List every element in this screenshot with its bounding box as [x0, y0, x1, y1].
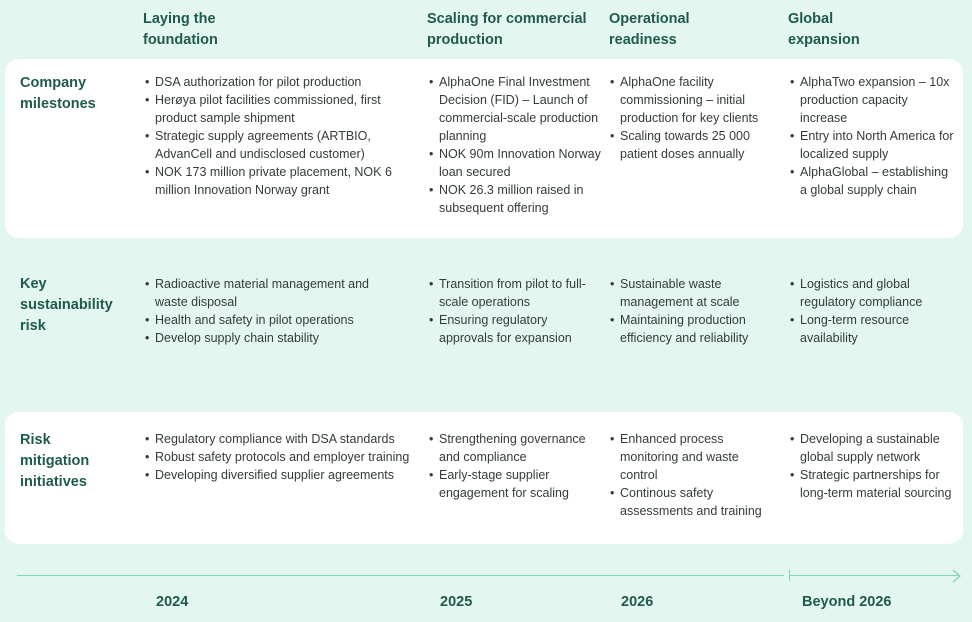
list-item: NOK 26.3 million raised in subsequent of… — [426, 181, 601, 217]
column-header-operational: Operational readiness — [609, 11, 690, 48]
list-item: Radioactive material management and wast… — [142, 275, 402, 311]
list-item: AlphaOne facility commissioning – initia… — [607, 73, 782, 127]
timeline-line-beyond — [790, 575, 960, 576]
list-item: NOK 173 million private placement, NOK 6… — [142, 163, 417, 199]
list-item: Developing a sustainable global supply n… — [787, 430, 952, 466]
list-item: Sustainable waste management at scale — [607, 275, 777, 311]
cell-mitigation-2025: Strengthening governance and compliance … — [426, 430, 601, 502]
cell-milestones-2024: DSA authorization for pilot production H… — [142, 73, 417, 199]
list-item: Strengthening governance and compliance — [426, 430, 601, 466]
list-item: Scaling towards 25 000 patient doses ann… — [607, 127, 782, 163]
row-label-key-sustainability-risk: Key sustainability risk — [20, 276, 113, 334]
cell-mitigation-2026: Enhanced process monitoring and waste co… — [607, 430, 779, 520]
cell-milestones-2025: AlphaOne Final Investment Decision (FID)… — [426, 73, 601, 217]
column-header-scaling: Scaling for commercial production — [427, 11, 587, 48]
cell-risk-2026: Sustainable waste management at scale Ma… — [607, 275, 777, 347]
year-label-2025: 2025 — [440, 594, 473, 610]
column-header-foundation: Laying the foundation — [143, 11, 218, 48]
row-label-company-milestones: Company milestones — [20, 75, 96, 112]
list-item: Ensuring regulatory approvals for expans… — [426, 311, 596, 347]
timeline-line-main — [17, 575, 784, 576]
timeline-divider — [789, 570, 790, 581]
list-item: Robust safety protocols and employer tra… — [142, 448, 417, 466]
cell-mitigation-beyond-2026: Developing a sustainable global supply n… — [787, 430, 952, 502]
list-item: NOK 90m Innovation Norway loan secured — [426, 145, 601, 181]
arrow-right-icon — [952, 569, 961, 583]
cell-milestones-beyond-2026: AlphaTwo expansion – 10x production capa… — [787, 73, 957, 199]
year-label-beyond-2026: Beyond 2026 — [802, 594, 892, 610]
list-item: AlphaTwo expansion – 10x production capa… — [787, 73, 957, 127]
list-item: Health and safety in pilot operations — [142, 311, 402, 329]
row-label-risk-mitigation-initiatives: Risk mitigation initiatives — [20, 432, 90, 490]
list-item: Entry into North America for localized s… — [787, 127, 957, 163]
year-label-2026: 2026 — [621, 594, 654, 610]
list-item: Strategic partnerships for long-term mat… — [787, 466, 952, 502]
column-header-global: Global expansion — [788, 11, 860, 48]
cell-risk-2024: Radioactive material management and wast… — [142, 275, 402, 347]
cell-mitigation-2024: Regulatory compliance with DSA standards… — [142, 430, 417, 484]
list-item: Strategic supply agreements (ARTBIO, Adv… — [142, 127, 417, 163]
list-item: Continous safety assessments and trainin… — [607, 484, 779, 520]
list-item: DSA authorization for pilot production — [142, 73, 417, 91]
list-item: AlphaGlobal – establishing a global supp… — [787, 163, 957, 199]
list-item: Enhanced process monitoring and waste co… — [607, 430, 779, 484]
list-item: Herøya pilot facilities commissioned, fi… — [142, 91, 417, 127]
cell-milestones-2026: AlphaOne facility commissioning – initia… — [607, 73, 782, 163]
row-risk-mitigation-initiatives: Risk mitigation initiatives Regulatory c… — [5, 412, 963, 544]
row-company-milestones: Company milestones DSA authorization for… — [5, 59, 963, 238]
list-item: Early-stage supplier engagement for scal… — [426, 466, 601, 502]
list-item: Transition from pilot to full-scale oper… — [426, 275, 596, 311]
list-item: Develop supply chain stability — [142, 329, 402, 347]
list-item: Logistics and global regulatory complian… — [787, 275, 947, 311]
list-item: Long-term resource availability — [787, 311, 947, 347]
cell-risk-beyond-2026: Logistics and global regulatory complian… — [787, 275, 947, 347]
list-item: Developing diversified supplier agreemen… — [142, 466, 417, 484]
list-item: AlphaOne Final Investment Decision (FID)… — [426, 73, 601, 145]
row-key-sustainability-risk: Key sustainability risk Radioactive mate… — [5, 262, 963, 382]
cell-risk-2025: Transition from pilot to full-scale oper… — [426, 275, 596, 347]
list-item: Regulatory compliance with DSA standards — [142, 430, 417, 448]
list-item: Maintaining production efficiency and re… — [607, 311, 777, 347]
year-label-2024: 2024 — [156, 594, 189, 610]
